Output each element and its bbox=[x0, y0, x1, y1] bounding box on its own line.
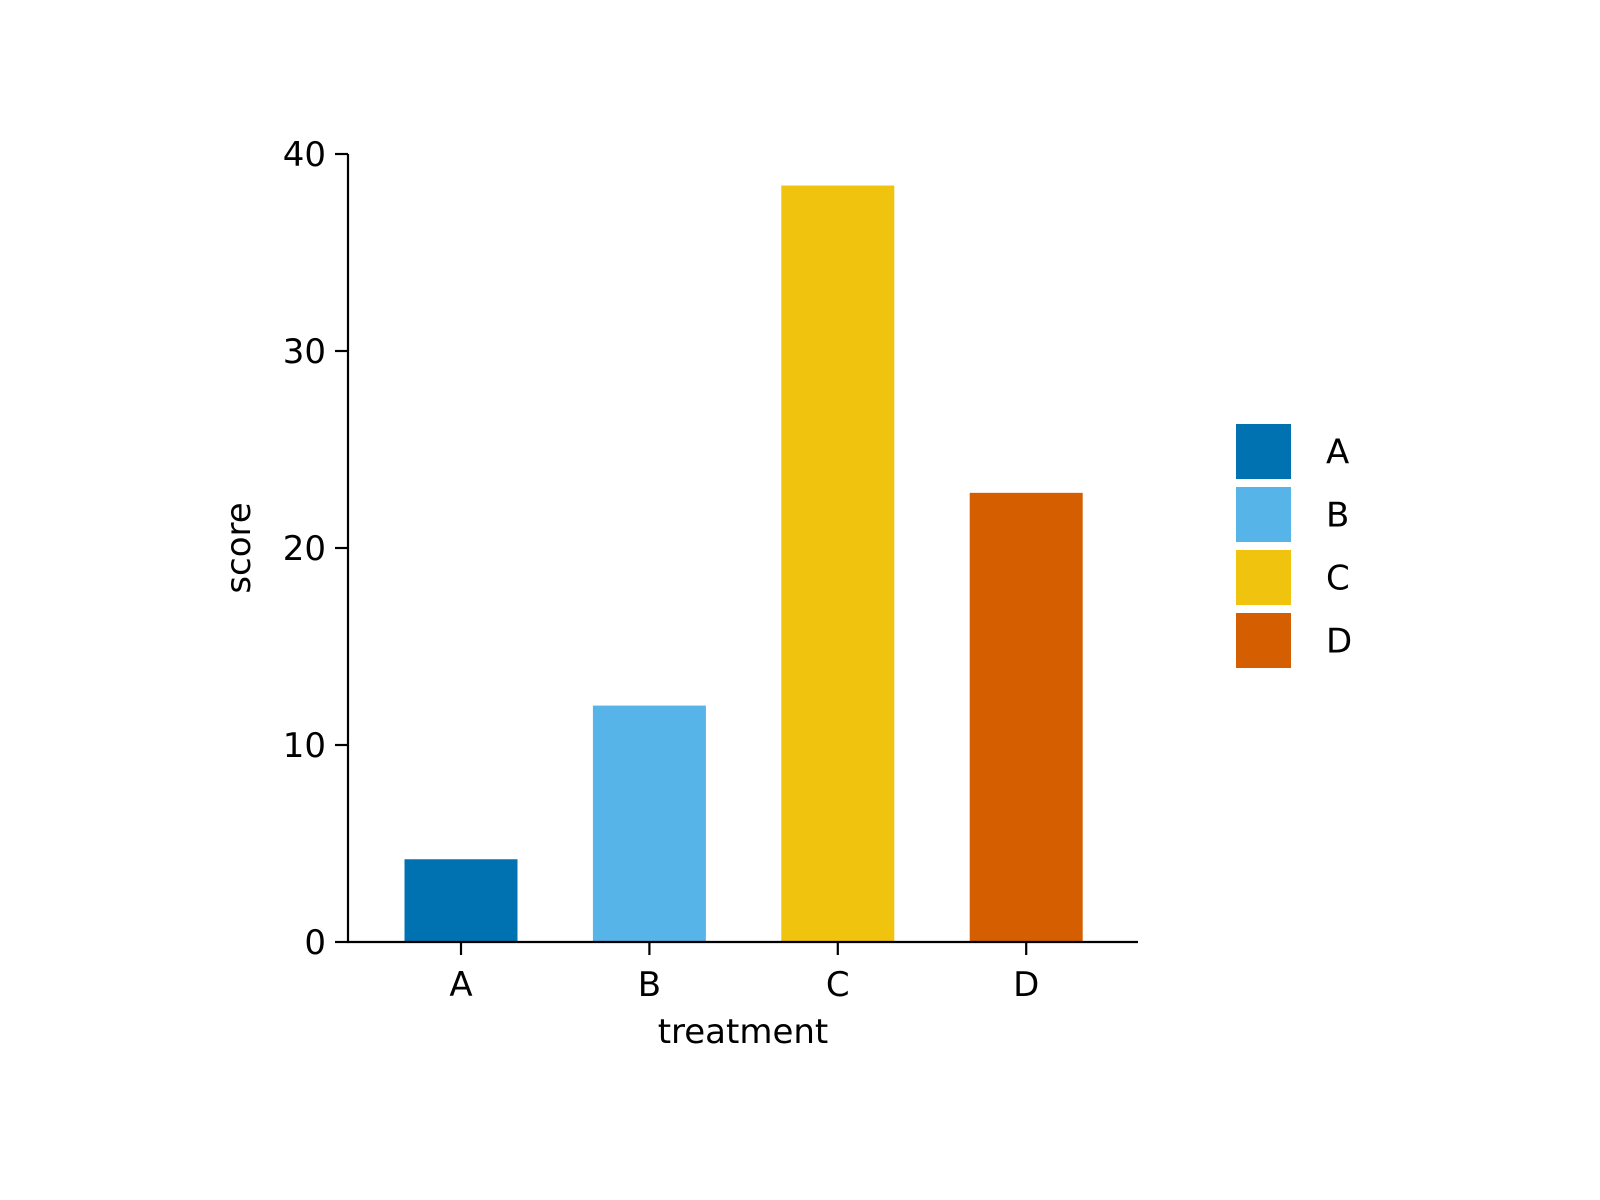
x-tick-label: A bbox=[449, 965, 472, 1005]
x-tick-label: B bbox=[638, 965, 661, 1005]
y-tick-label: 0 bbox=[304, 923, 326, 963]
y-tick-label: 40 bbox=[283, 135, 326, 175]
y-axis-title: score bbox=[219, 502, 259, 593]
y-tick-label: 10 bbox=[283, 726, 326, 766]
legend-label-d: D bbox=[1326, 622, 1352, 662]
bar-c bbox=[781, 185, 895, 942]
bar-a bbox=[404, 859, 518, 942]
legend-swatch-d bbox=[1236, 613, 1291, 668]
x-tick-label: C bbox=[826, 965, 850, 1005]
legend-swatch-a bbox=[1236, 424, 1291, 479]
x-tick-label: D bbox=[1013, 965, 1039, 1005]
legend-label-b: B bbox=[1326, 496, 1349, 536]
bar-b bbox=[592, 705, 706, 942]
y-axis-ticks: 0 10 20 30 40 bbox=[283, 135, 348, 963]
bars-group bbox=[404, 185, 1083, 942]
bar-d bbox=[969, 492, 1083, 942]
y-tick-label: 20 bbox=[283, 529, 326, 569]
legend-swatch-b bbox=[1236, 487, 1291, 542]
x-axis-ticks: A B C D bbox=[449, 942, 1039, 1005]
x-axis-title: treatment bbox=[658, 1012, 829, 1052]
legend-swatch-c bbox=[1236, 550, 1291, 605]
y-tick-label: 30 bbox=[283, 332, 326, 372]
legend-label-c: C bbox=[1326, 559, 1350, 599]
legend-label-a: A bbox=[1326, 433, 1349, 473]
